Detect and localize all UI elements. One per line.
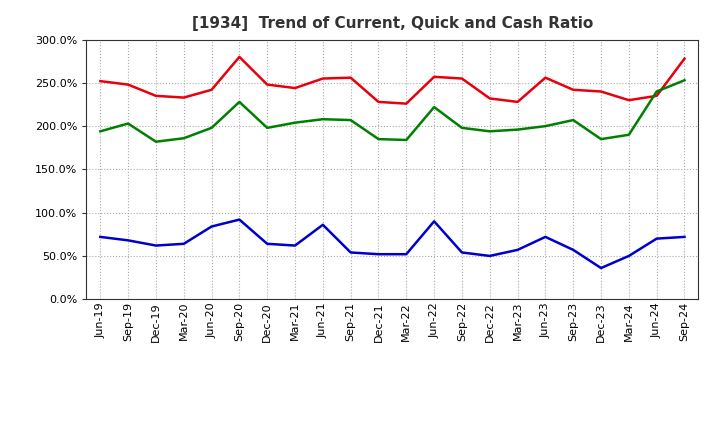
Current Ratio: [124, 82, 132, 87]
Cash Ratio: [569, 247, 577, 253]
Current Ratio: [569, 87, 577, 92]
Quick Ratio: [179, 136, 188, 141]
Quick Ratio: [680, 77, 689, 83]
Quick Ratio: [458, 125, 467, 131]
Current Ratio: [291, 85, 300, 91]
Current Ratio: [96, 78, 104, 84]
Quick Ratio: [624, 132, 633, 137]
Cash Ratio: [680, 234, 689, 239]
Cash Ratio: [346, 250, 355, 255]
Current Ratio: [207, 87, 216, 92]
Quick Ratio: [513, 127, 522, 132]
Cash Ratio: [124, 238, 132, 243]
Current Ratio: [179, 95, 188, 100]
Current Ratio: [458, 76, 467, 81]
Quick Ratio: [124, 121, 132, 126]
Cash Ratio: [374, 252, 383, 257]
Quick Ratio: [263, 125, 271, 131]
Cash Ratio: [485, 253, 494, 259]
Current Ratio: [430, 74, 438, 80]
Current Ratio: [263, 82, 271, 87]
Line: Cash Ratio: Cash Ratio: [100, 220, 685, 268]
Title: [1934]  Trend of Current, Quick and Cash Ratio: [1934] Trend of Current, Quick and Cash …: [192, 16, 593, 32]
Quick Ratio: [597, 136, 606, 142]
Quick Ratio: [569, 117, 577, 123]
Quick Ratio: [374, 136, 383, 142]
Current Ratio: [152, 93, 161, 99]
Current Ratio: [597, 89, 606, 94]
Cash Ratio: [96, 234, 104, 239]
Cash Ratio: [263, 241, 271, 246]
Quick Ratio: [235, 99, 243, 105]
Quick Ratio: [430, 104, 438, 110]
Cash Ratio: [513, 247, 522, 253]
Current Ratio: [346, 75, 355, 81]
Cash Ratio: [207, 224, 216, 229]
Cash Ratio: [291, 243, 300, 248]
Line: Current Ratio: Current Ratio: [100, 57, 685, 104]
Cash Ratio: [652, 236, 661, 241]
Quick Ratio: [207, 125, 216, 131]
Current Ratio: [652, 93, 661, 99]
Line: Quick Ratio: Quick Ratio: [100, 80, 685, 142]
Quick Ratio: [152, 139, 161, 144]
Current Ratio: [402, 101, 410, 106]
Current Ratio: [318, 76, 327, 81]
Quick Ratio: [402, 137, 410, 143]
Current Ratio: [513, 99, 522, 105]
Cash Ratio: [624, 253, 633, 259]
Current Ratio: [541, 75, 550, 81]
Cash Ratio: [597, 265, 606, 271]
Quick Ratio: [291, 120, 300, 125]
Cash Ratio: [152, 243, 161, 248]
Quick Ratio: [541, 124, 550, 129]
Current Ratio: [624, 98, 633, 103]
Cash Ratio: [458, 250, 467, 255]
Quick Ratio: [485, 128, 494, 134]
Quick Ratio: [96, 128, 104, 134]
Current Ratio: [680, 56, 689, 61]
Quick Ratio: [652, 89, 661, 94]
Cash Ratio: [235, 217, 243, 222]
Current Ratio: [485, 96, 494, 101]
Cash Ratio: [541, 234, 550, 239]
Cash Ratio: [318, 222, 327, 227]
Cash Ratio: [430, 219, 438, 224]
Cash Ratio: [179, 241, 188, 246]
Quick Ratio: [318, 117, 327, 122]
Current Ratio: [235, 54, 243, 59]
Quick Ratio: [346, 117, 355, 123]
Current Ratio: [374, 99, 383, 105]
Cash Ratio: [402, 252, 410, 257]
